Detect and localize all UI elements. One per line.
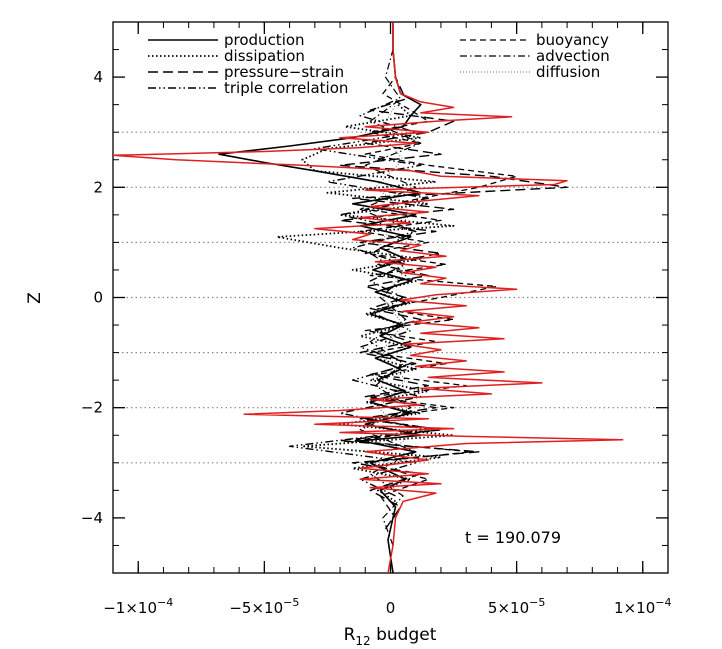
x-axis-label: R12 budget <box>344 625 437 648</box>
x-tick-label-2: 0 <box>386 599 396 617</box>
legend-label-0: production <box>224 31 305 49</box>
x-tick-label-1: −5×10−5 <box>229 596 299 617</box>
legend-label-2: pressure−strain <box>224 63 344 81</box>
x-tick-label-0: −1×10−4 <box>103 596 173 617</box>
x-axis-ticks: −1×10−4 −5×10−5 0 5×10−5 1×10−4 <box>103 22 671 617</box>
x-tick-label-3: 5×10−5 <box>488 596 545 617</box>
y-tick-label-3: 2 <box>93 178 103 196</box>
series-total <box>113 22 624 573</box>
series-layer <box>113 22 624 573</box>
time-annotation: t = 190.079 <box>465 528 561 547</box>
y-tick-label-1: −2 <box>81 399 103 417</box>
y-tick-label-0: −4 <box>81 509 103 527</box>
y-tick-label-2: 0 <box>93 289 103 307</box>
legend-label-3: triple correlation <box>224 79 348 97</box>
series-pressure-strain <box>339 76 568 530</box>
legend-label-1: dissipation <box>224 47 305 65</box>
y-axis-label: Z <box>25 292 45 304</box>
x-tick-label-4: 1×10−4 <box>614 596 671 617</box>
series-production <box>218 22 422 573</box>
y-tick-label-4: 4 <box>93 68 103 86</box>
y-axis-ticks: −4 −2 0 2 4 <box>81 21 668 574</box>
legend: productiondissipationpressure−straintrip… <box>148 31 610 97</box>
legend-label-5: advection <box>536 47 610 65</box>
legend-label-6: diffusion <box>536 63 600 81</box>
legend-label-4: buoyancy <box>536 31 609 49</box>
